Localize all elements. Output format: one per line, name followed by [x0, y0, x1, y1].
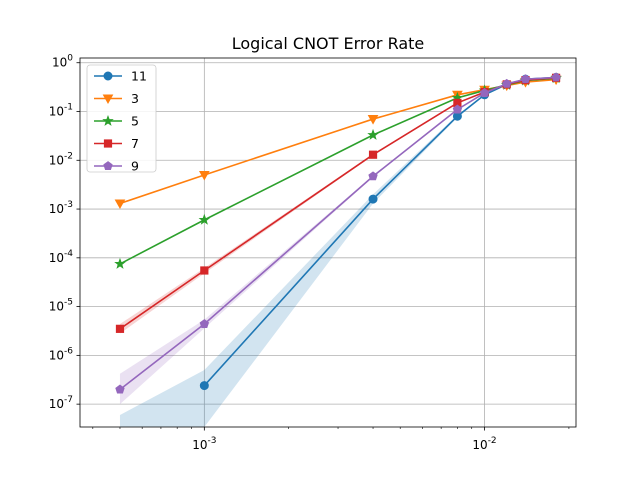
marker-square [115, 324, 125, 333]
y-tick-label: 10-1 [49, 103, 73, 119]
marker-pentagon [103, 161, 113, 170]
series-9 [115, 72, 561, 394]
legend: 11 3 5 7 9 [86, 64, 157, 174]
marker-pentagon [368, 171, 378, 181]
legend-label: 5 [131, 114, 139, 129]
legend-label: 11 [131, 69, 147, 84]
y-tick-label: 10-4 [49, 249, 74, 265]
y-tick-label: 10-5 [49, 298, 73, 314]
marker-square [200, 266, 209, 275]
marker-star [198, 213, 211, 225]
marker-circle [368, 194, 378, 204]
legend-item: 7 [94, 136, 139, 151]
legend-item: 11 [94, 69, 147, 84]
marker-pentagon [520, 74, 531, 84]
y-tick-label: 10-3 [49, 200, 73, 216]
marker-triangle [114, 199, 126, 210]
marker-pentagon [115, 384, 125, 394]
marker-star [367, 128, 379, 140]
y-tick-label: 10-7 [49, 395, 73, 411]
y-tick-label: 100 [52, 54, 73, 70]
marker-square [103, 139, 113, 148]
legend-item: 5 [94, 114, 139, 129]
marker-star [114, 257, 126, 269]
marker-circle [103, 71, 113, 81]
y-tick-label: 10-6 [49, 346, 74, 362]
x-tick-label: 10-3 [192, 436, 216, 452]
confidence-band-11 [119, 76, 557, 428]
marker-triangle [102, 94, 114, 105]
marker-pentagon [551, 72, 561, 82]
legend-label: 7 [131, 136, 139, 151]
marker-star [102, 114, 114, 126]
confidence-bands [119, 76, 557, 428]
marker-pentagon [452, 104, 463, 114]
marker-pentagon [502, 78, 512, 88]
legend-label: 3 [131, 91, 139, 106]
axis-ticks: 10-3 10-2 10-7 10-6 10-5 10-4 10-3 10-2 10-1 100 [49, 54, 570, 452]
chart-title: Logical CNOT Error Rate [232, 34, 425, 53]
legend-item: 9 [94, 159, 139, 174]
data-series [114, 72, 562, 394]
marker-square [368, 150, 378, 159]
y-tick-label: 10-2 [49, 151, 73, 167]
x-tick-label: 10-2 [472, 436, 496, 452]
grid [80, 58, 576, 427]
legend-item: 3 [94, 91, 139, 106]
plot-frame [79, 57, 577, 428]
marker-triangle [198, 170, 210, 181]
legend-label: 9 [131, 159, 139, 174]
marker-triangle [367, 115, 379, 125]
marker-pentagon [479, 88, 490, 97]
marker-pentagon [199, 319, 210, 328]
marker-circle [199, 381, 209, 391]
